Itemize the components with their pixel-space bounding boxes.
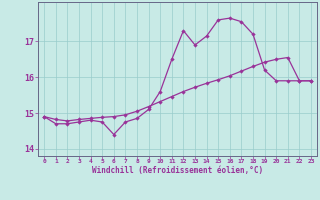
X-axis label: Windchill (Refroidissement éolien,°C): Windchill (Refroidissement éolien,°C) [92,166,263,175]
